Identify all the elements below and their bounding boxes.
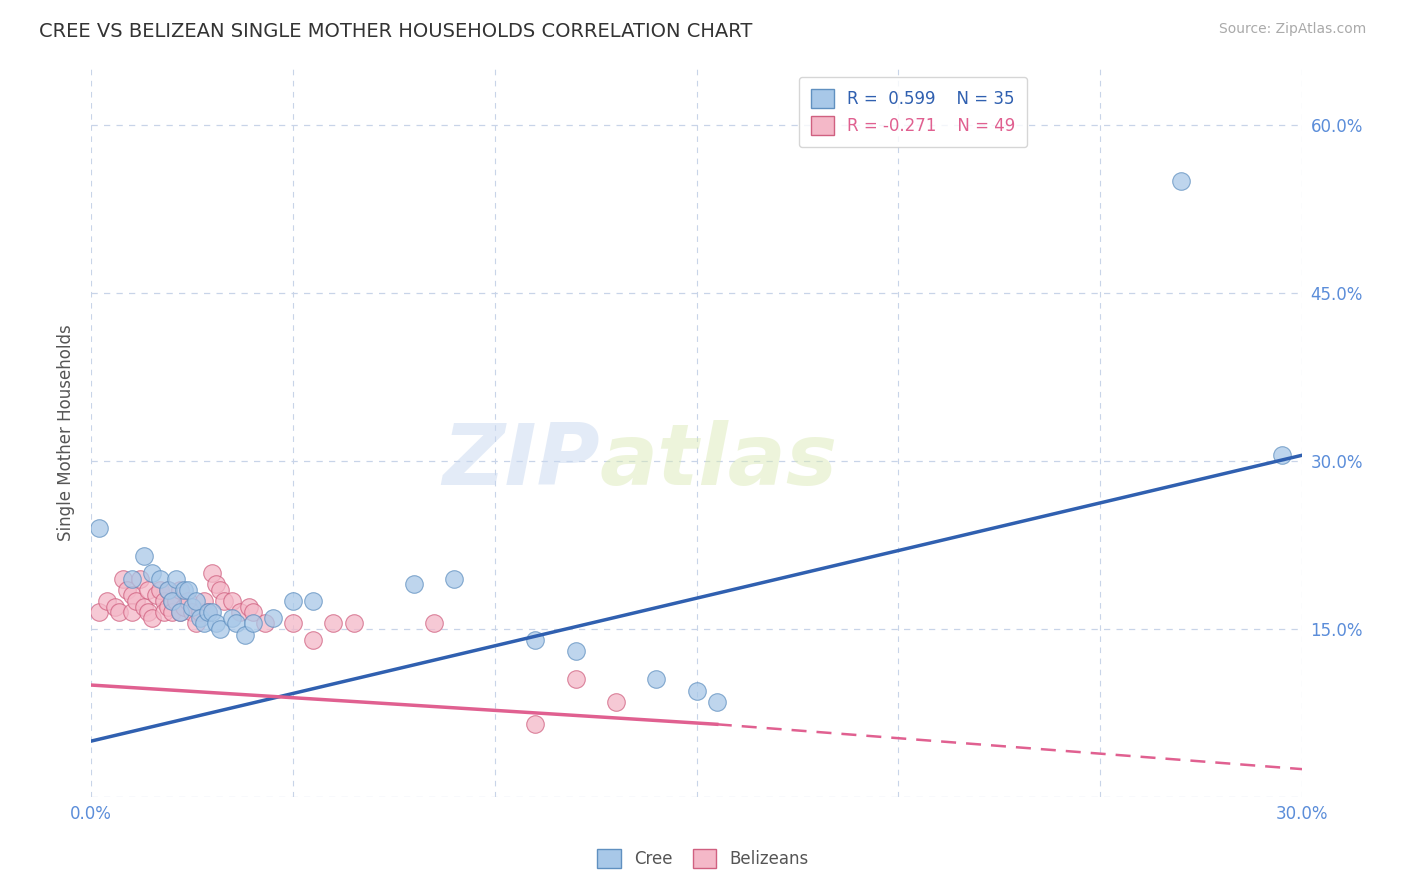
Y-axis label: Single Mother Households: Single Mother Households [58,325,75,541]
Point [242,605,264,619]
Point [281,594,304,608]
Point [229,605,252,619]
Point [96,594,118,608]
Point [188,605,211,619]
Point [177,594,200,608]
Point [322,616,344,631]
Point [121,572,143,586]
Point [136,582,159,597]
Point [233,627,256,641]
Point [112,572,135,586]
Point [184,616,207,631]
Point [605,695,627,709]
Point [564,673,586,687]
Point [156,582,179,597]
Point [169,605,191,619]
Point [173,582,195,597]
Point [214,594,236,608]
Legend: R =  0.599    N = 35, R = -0.271    N = 49: R = 0.599 N = 35, R = -0.271 N = 49 [799,77,1028,147]
Point [153,594,176,608]
Point [149,572,172,586]
Point [132,599,155,614]
Point [165,594,187,608]
Point [402,577,425,591]
Point [253,616,276,631]
Point [89,521,111,535]
Point [221,611,243,625]
Point [188,611,211,625]
Point [193,594,215,608]
Point [209,622,232,636]
Point [160,605,183,619]
Point [136,605,159,619]
Point [193,616,215,631]
Point [169,605,191,619]
Point [165,572,187,586]
Point [423,616,446,631]
Point [706,695,728,709]
Point [1170,173,1192,187]
Text: CREE VS BELIZEAN SINGLE MOTHER HOUSEHOLDS CORRELATION CHART: CREE VS BELIZEAN SINGLE MOTHER HOUSEHOLD… [39,22,752,41]
Point [160,594,183,608]
Point [124,594,146,608]
Point [524,633,547,648]
Text: atlas: atlas [600,420,838,503]
Point [149,582,172,597]
Point [342,616,364,631]
Legend: Cree, Belizeans: Cree, Belizeans [591,842,815,875]
Point [141,566,163,580]
Point [209,582,232,597]
Point [238,599,260,614]
Point [281,616,304,631]
Point [645,673,668,687]
Point [121,605,143,619]
Point [201,566,224,580]
Point [221,594,243,608]
Point [564,644,586,658]
Point [145,588,167,602]
Point [242,616,264,631]
Point [181,605,204,619]
Point [141,611,163,625]
Point [302,594,325,608]
Point [197,605,219,619]
Point [205,577,228,591]
Point [302,633,325,648]
Point [225,616,247,631]
Point [108,605,131,619]
Text: ZIP: ZIP [441,420,600,503]
Point [177,582,200,597]
Point [117,582,139,597]
Point [685,683,707,698]
Point [156,582,179,597]
Point [184,594,207,608]
Text: Source: ZipAtlas.com: Source: ZipAtlas.com [1219,22,1367,37]
Point [89,605,111,619]
Point [153,605,176,619]
Point [1271,448,1294,462]
Point [132,549,155,563]
Point [128,572,150,586]
Point [201,605,224,619]
Point [524,717,547,731]
Point [262,611,284,625]
Point [121,588,143,602]
Point [181,599,204,614]
Point [104,599,127,614]
Point [156,599,179,614]
Point [169,582,191,597]
Point [160,594,183,608]
Point [197,605,219,619]
Point [173,599,195,614]
Point [205,616,228,631]
Point [443,572,465,586]
